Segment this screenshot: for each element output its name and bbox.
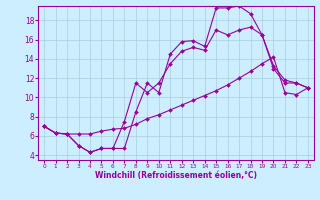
X-axis label: Windchill (Refroidissement éolien,°C): Windchill (Refroidissement éolien,°C): [95, 171, 257, 180]
